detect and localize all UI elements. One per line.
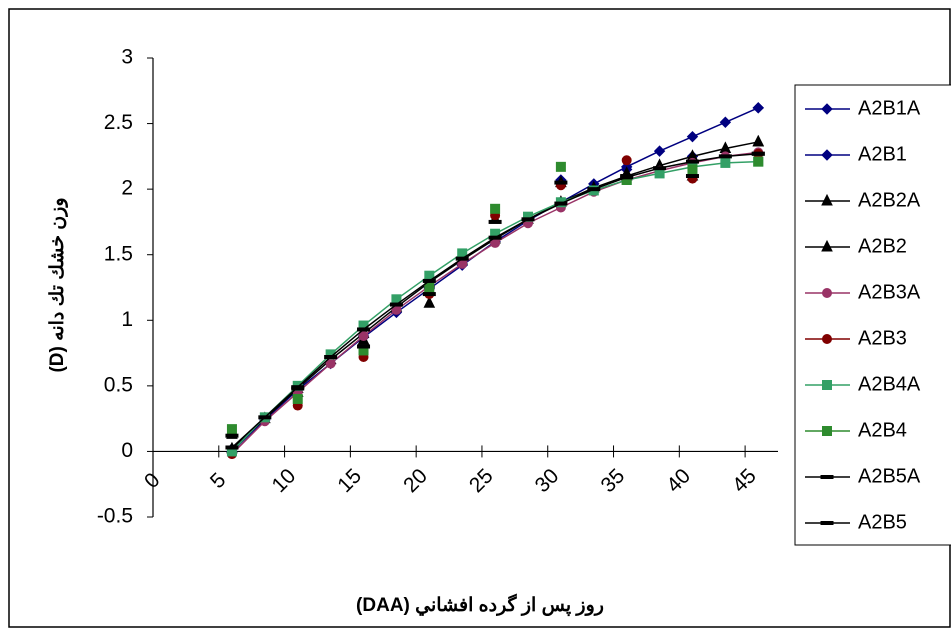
data-point	[653, 166, 667, 171]
data-point	[587, 187, 601, 192]
data-point	[620, 174, 634, 179]
legend-marker	[822, 334, 832, 344]
data-point	[653, 145, 666, 157]
data-point	[357, 344, 371, 349]
data-point	[751, 151, 765, 156]
data-point	[752, 102, 764, 114]
legend-label: A2B2A	[858, 189, 921, 211]
data-point	[752, 134, 765, 147]
y-tick-label: 0	[121, 439, 133, 462]
data-point	[687, 164, 698, 175]
data-point	[753, 156, 764, 167]
data-point	[226, 424, 237, 435]
data-point	[358, 331, 369, 342]
data-point	[685, 174, 699, 179]
legend-marker	[822, 380, 832, 390]
legend-box	[794, 84, 951, 546]
data-point	[555, 161, 566, 172]
legend-label: A2B4	[858, 419, 907, 441]
data-point	[455, 256, 469, 261]
data-point	[685, 159, 699, 164]
data-point	[422, 278, 436, 283]
y-tick-label: 1.5	[104, 242, 133, 265]
x-tick-label: 25	[465, 464, 498, 497]
legend-marker	[821, 149, 833, 161]
legend-label: A2B4A	[858, 373, 921, 395]
legend-label: A2B1A	[858, 97, 921, 119]
data-point	[291, 386, 305, 391]
legend-marker	[820, 521, 834, 525]
y-tick-label: 0.5	[104, 373, 133, 396]
legend-marker	[822, 288, 832, 298]
y-tick-label: 2.5	[104, 111, 133, 134]
data-point	[488, 219, 502, 224]
data-point	[686, 130, 699, 143]
legend-marker	[821, 239, 833, 252]
data-point	[225, 445, 239, 450]
data-point	[554, 201, 568, 206]
x-tick-label: 10	[268, 464, 301, 497]
data-point	[719, 116, 732, 128]
data-point	[720, 157, 731, 168]
data-point	[554, 180, 568, 185]
legend-label: A2B2	[858, 235, 907, 257]
x-tick-label: 35	[596, 464, 629, 497]
data-point	[357, 327, 371, 332]
x-tick-label: 30	[531, 464, 564, 497]
data-point	[324, 355, 338, 360]
series-line	[231, 141, 759, 450]
data-point	[422, 292, 436, 297]
y-tick-label: -0.5	[97, 505, 133, 528]
x-axis-title: روز پس از گرده افشاني (DAA)	[356, 593, 604, 617]
legend-label: A2B5A	[858, 465, 921, 487]
data-point	[621, 155, 632, 166]
x-tick-label: 20	[399, 464, 432, 497]
legend-label: A2B5	[858, 511, 907, 533]
series-line	[231, 152, 759, 449]
data-point	[654, 168, 665, 179]
data-point	[423, 296, 436, 308]
y-tick-label: 1	[121, 308, 133, 331]
legend-marker	[821, 193, 833, 206]
x-tick-label: 5	[206, 468, 231, 493]
x-tick-label: 15	[333, 464, 366, 497]
legend-label: A2B1	[858, 143, 907, 165]
x-tick-label: 0	[140, 468, 165, 493]
data-point	[521, 217, 535, 222]
data-point	[424, 282, 435, 293]
y-axis-title: وزن خشك تك دانه (D)	[47, 197, 68, 372]
legend-marker	[821, 103, 833, 115]
data-point	[292, 393, 303, 404]
x-tick-label: 45	[728, 464, 761, 497]
y-tick-label: 2	[121, 177, 133, 200]
data-point	[258, 415, 272, 420]
data-point	[718, 154, 732, 159]
data-point	[490, 203, 501, 214]
legend-marker	[820, 475, 834, 479]
data-point	[488, 235, 502, 240]
data-point	[389, 302, 403, 307]
y-tick-label: 3	[121, 46, 133, 69]
legend-marker	[822, 426, 832, 436]
legend-label: A2B3	[858, 327, 907, 349]
legend-label: A2B3A	[858, 281, 921, 303]
x-tick-label: 40	[662, 464, 695, 497]
data-point	[225, 433, 239, 438]
series-line	[231, 151, 759, 455]
